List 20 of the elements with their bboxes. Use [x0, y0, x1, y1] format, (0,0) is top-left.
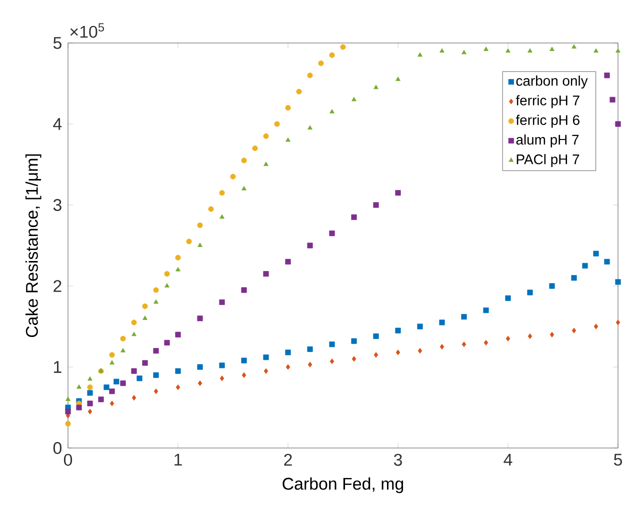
x-axis-title: Carbon Fed, mg	[282, 477, 404, 494]
legend-label: ferric pH 6	[516, 114, 580, 128]
legend-label: carbon only	[516, 76, 588, 89]
y-tick-label: 2	[54, 280, 62, 292]
y-axis-title: Cake Resistance, [1/μm]	[25, 154, 42, 338]
x-tick-label: 2	[284, 454, 292, 466]
y-tick-label: 0	[53, 442, 62, 454]
legend-label: ferric pH 7	[516, 95, 580, 108]
y-tick-label: 4	[53, 118, 62, 130]
x-tick-label: 4	[504, 454, 512, 466]
legend-label: PACl pH 7	[516, 154, 580, 168]
x-tick-label: 5	[614, 454, 622, 466]
x-tick-label: 1	[174, 454, 182, 466]
x-tick-label: 0	[64, 454, 72, 466]
y-tick-label: 3	[53, 199, 62, 211]
y-tick-label: 5	[53, 37, 62, 49]
y-tick-label: 1	[54, 361, 62, 373]
x-tick-label: 3	[394, 454, 402, 466]
legend-label: alum pH 7	[516, 134, 579, 148]
text: ×10$^{5}$	[70, 23, 104, 38]
